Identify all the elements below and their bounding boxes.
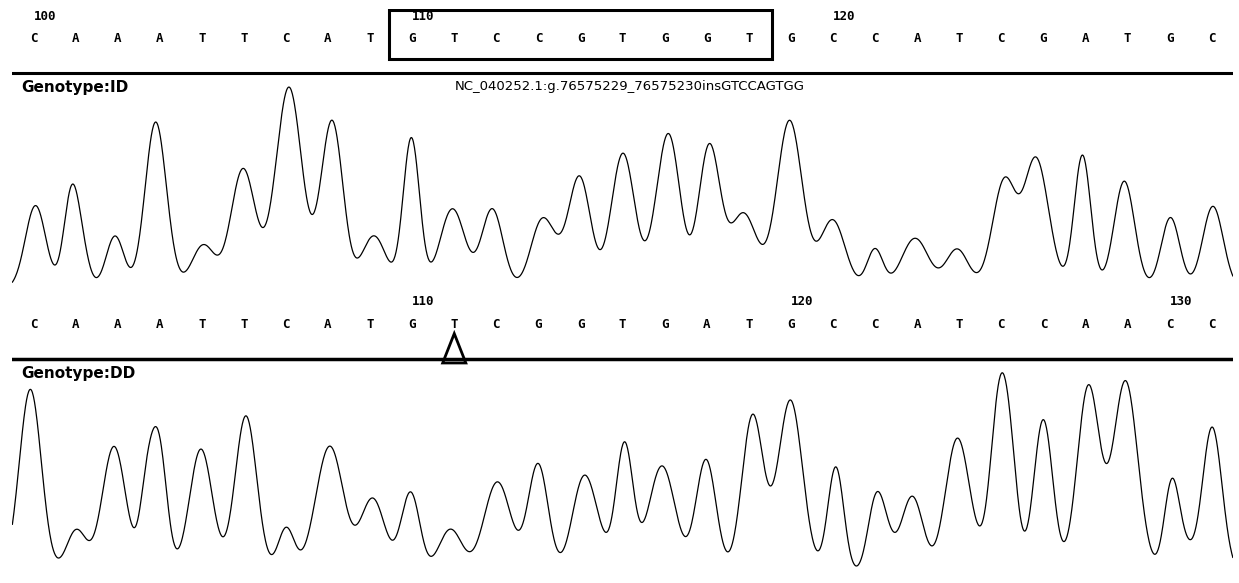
Text: C: C: [1208, 318, 1215, 331]
Text: C: C: [30, 318, 37, 331]
Text: 110: 110: [413, 9, 435, 23]
Text: T: T: [451, 318, 458, 331]
Text: T: T: [618, 318, 627, 331]
Text: C: C: [829, 318, 836, 331]
Text: G: G: [409, 33, 416, 45]
Text: 120: 120: [790, 295, 814, 308]
Text: G: G: [1166, 33, 1173, 45]
Text: A: A: [156, 33, 164, 45]
Text: G: G: [703, 33, 710, 45]
Text: C: C: [997, 318, 1005, 331]
Text: C: C: [997, 33, 1005, 45]
Text: T: T: [367, 318, 374, 331]
Text: A: A: [703, 318, 710, 331]
Text: A: A: [913, 318, 921, 331]
Text: T: T: [240, 33, 248, 45]
Text: T: T: [618, 33, 627, 45]
Text: C: C: [1166, 318, 1173, 331]
Bar: [389, 10, 772, 59]
Text: T: T: [240, 318, 248, 331]
Text: G: G: [660, 33, 668, 45]
Text: A: A: [72, 318, 79, 331]
Text: T: T: [1124, 33, 1131, 45]
Text: G: G: [660, 318, 668, 331]
Text: 120: 120: [833, 9, 855, 23]
Text: C: C: [535, 33, 543, 45]
Text: G: G: [577, 33, 585, 45]
Text: G: G: [787, 33, 794, 45]
Text: T: T: [745, 318, 752, 331]
Text: C: C: [871, 33, 878, 45]
Text: C: C: [1040, 318, 1047, 331]
Text: 110: 110: [413, 295, 435, 308]
Text: 130: 130: [1170, 295, 1192, 308]
Text: A: A: [325, 33, 332, 45]
Text: T: T: [955, 318, 963, 331]
Text: G: G: [787, 318, 794, 331]
Text: C: C: [282, 318, 290, 331]
Text: A: A: [913, 33, 921, 45]
Text: T: T: [955, 33, 963, 45]
Text: A: A: [1082, 33, 1089, 45]
Text: Genotype:DD: Genotype:DD: [21, 366, 135, 381]
Text: NC_040252.1:g.76575229_76575230insGTCCAGTGG: NC_040252.1:g.76575229_76575230insGTCCAG…: [455, 80, 804, 93]
Text: C: C: [1208, 33, 1215, 45]
Text: A: A: [114, 318, 121, 331]
Text: G: G: [577, 318, 585, 331]
Text: 100: 100: [33, 9, 56, 23]
Text: A: A: [72, 33, 79, 45]
Text: G: G: [409, 318, 416, 331]
Text: G: G: [535, 318, 543, 331]
Text: T: T: [745, 33, 752, 45]
Text: A: A: [1124, 318, 1131, 331]
Text: A: A: [325, 318, 332, 331]
Text: T: T: [198, 33, 206, 45]
Text: T: T: [451, 33, 458, 45]
Text: C: C: [829, 33, 836, 45]
Text: C: C: [493, 318, 501, 331]
Text: G: G: [1040, 33, 1047, 45]
Text: C: C: [30, 33, 37, 45]
Text: C: C: [871, 318, 878, 331]
Text: C: C: [282, 33, 290, 45]
Text: A: A: [114, 33, 121, 45]
Text: T: T: [198, 318, 206, 331]
Text: A: A: [1082, 318, 1089, 331]
Text: Genotype:ID: Genotype:ID: [21, 80, 128, 95]
Text: A: A: [156, 318, 164, 331]
Text: C: C: [493, 33, 501, 45]
Text: T: T: [367, 33, 374, 45]
